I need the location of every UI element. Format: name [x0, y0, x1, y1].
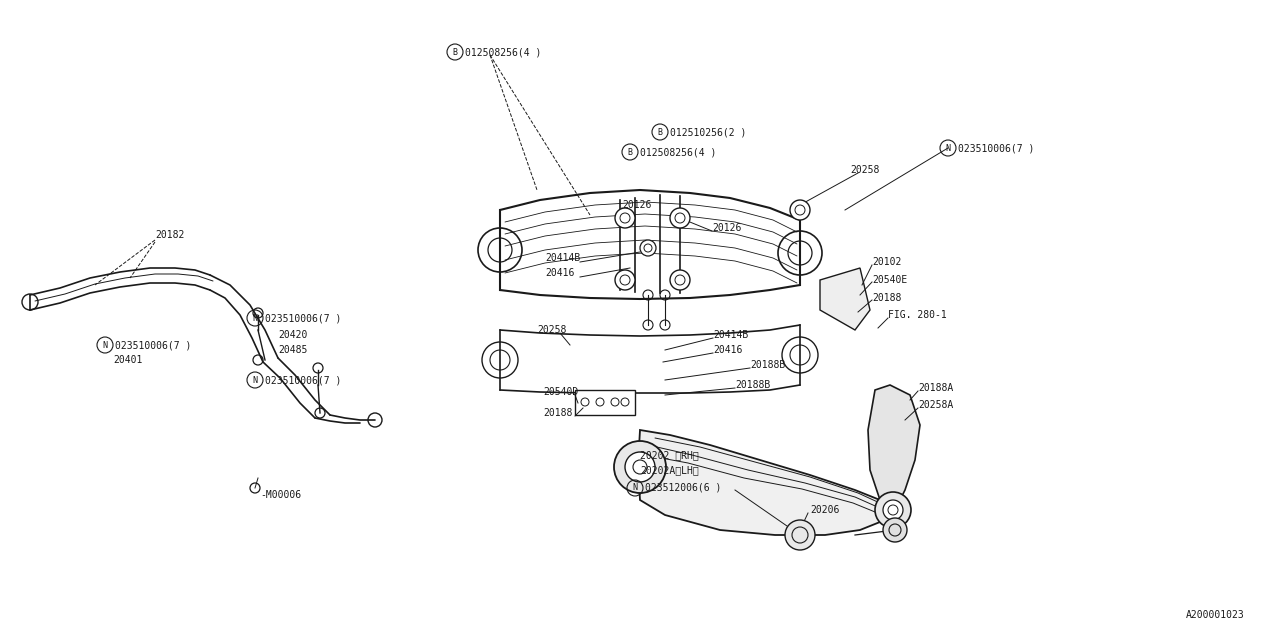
Text: 20420: 20420: [278, 330, 307, 340]
Text: 20126: 20126: [712, 223, 741, 233]
Text: N: N: [252, 314, 257, 323]
Text: 012508256(4 ): 012508256(4 ): [465, 47, 541, 57]
Text: FIG. 280-1: FIG. 280-1: [888, 310, 947, 320]
Text: B: B: [658, 127, 663, 136]
Text: -M00006: -M00006: [260, 490, 301, 500]
Polygon shape: [820, 268, 870, 330]
Text: 023510006(7 ): 023510006(7 ): [265, 313, 342, 323]
Text: 20206: 20206: [810, 505, 840, 515]
Text: 20188B: 20188B: [735, 380, 771, 390]
Circle shape: [876, 492, 911, 528]
Text: 20182: 20182: [155, 230, 184, 240]
Text: A200001023: A200001023: [1187, 610, 1245, 620]
Text: B: B: [627, 147, 632, 157]
Circle shape: [614, 270, 635, 290]
Polygon shape: [575, 390, 635, 415]
Text: 20416: 20416: [713, 345, 742, 355]
Text: 023510006(7 ): 023510006(7 ): [265, 375, 342, 385]
Text: 012508256(4 ): 012508256(4 ): [640, 147, 717, 157]
Text: 20126: 20126: [622, 200, 652, 210]
Text: 20188B: 20188B: [750, 360, 785, 370]
Polygon shape: [637, 430, 895, 535]
Circle shape: [883, 500, 902, 520]
Text: 20188: 20188: [543, 408, 572, 418]
Text: 20258: 20258: [850, 165, 879, 175]
Text: 20485: 20485: [278, 345, 307, 355]
Text: 023512006(6 ): 023512006(6 ): [645, 483, 722, 493]
Text: 023510006(7 ): 023510006(7 ): [115, 340, 192, 350]
Text: 20258: 20258: [538, 325, 566, 335]
Text: N: N: [252, 376, 257, 385]
Circle shape: [625, 452, 655, 482]
Text: 20401: 20401: [113, 355, 142, 365]
Text: 023510006(7 ): 023510006(7 ): [957, 143, 1034, 153]
Text: N: N: [946, 143, 951, 152]
Text: N: N: [632, 483, 637, 493]
Text: 20202 〈RH〉: 20202 〈RH〉: [640, 450, 699, 460]
Text: 20414B: 20414B: [713, 330, 749, 340]
Text: 20540E: 20540E: [872, 275, 908, 285]
Circle shape: [669, 208, 690, 228]
Text: 012510256(2 ): 012510256(2 ): [669, 127, 746, 137]
Text: 20188: 20188: [872, 293, 901, 303]
Circle shape: [669, 270, 690, 290]
Circle shape: [790, 200, 810, 220]
Text: 20202A〈LH〉: 20202A〈LH〉: [640, 465, 699, 475]
Text: 20416: 20416: [545, 268, 575, 278]
Circle shape: [883, 518, 908, 542]
Text: N: N: [102, 340, 108, 349]
Circle shape: [640, 240, 657, 256]
Circle shape: [785, 520, 815, 550]
Text: 20258A: 20258A: [918, 400, 954, 410]
Polygon shape: [868, 385, 920, 510]
Circle shape: [614, 208, 635, 228]
Text: B: B: [453, 47, 457, 56]
Text: 20102: 20102: [872, 257, 901, 267]
Text: 20188A: 20188A: [918, 383, 954, 393]
Text: 20540D: 20540D: [543, 387, 579, 397]
Text: 20414B: 20414B: [545, 253, 580, 263]
Circle shape: [614, 441, 666, 493]
